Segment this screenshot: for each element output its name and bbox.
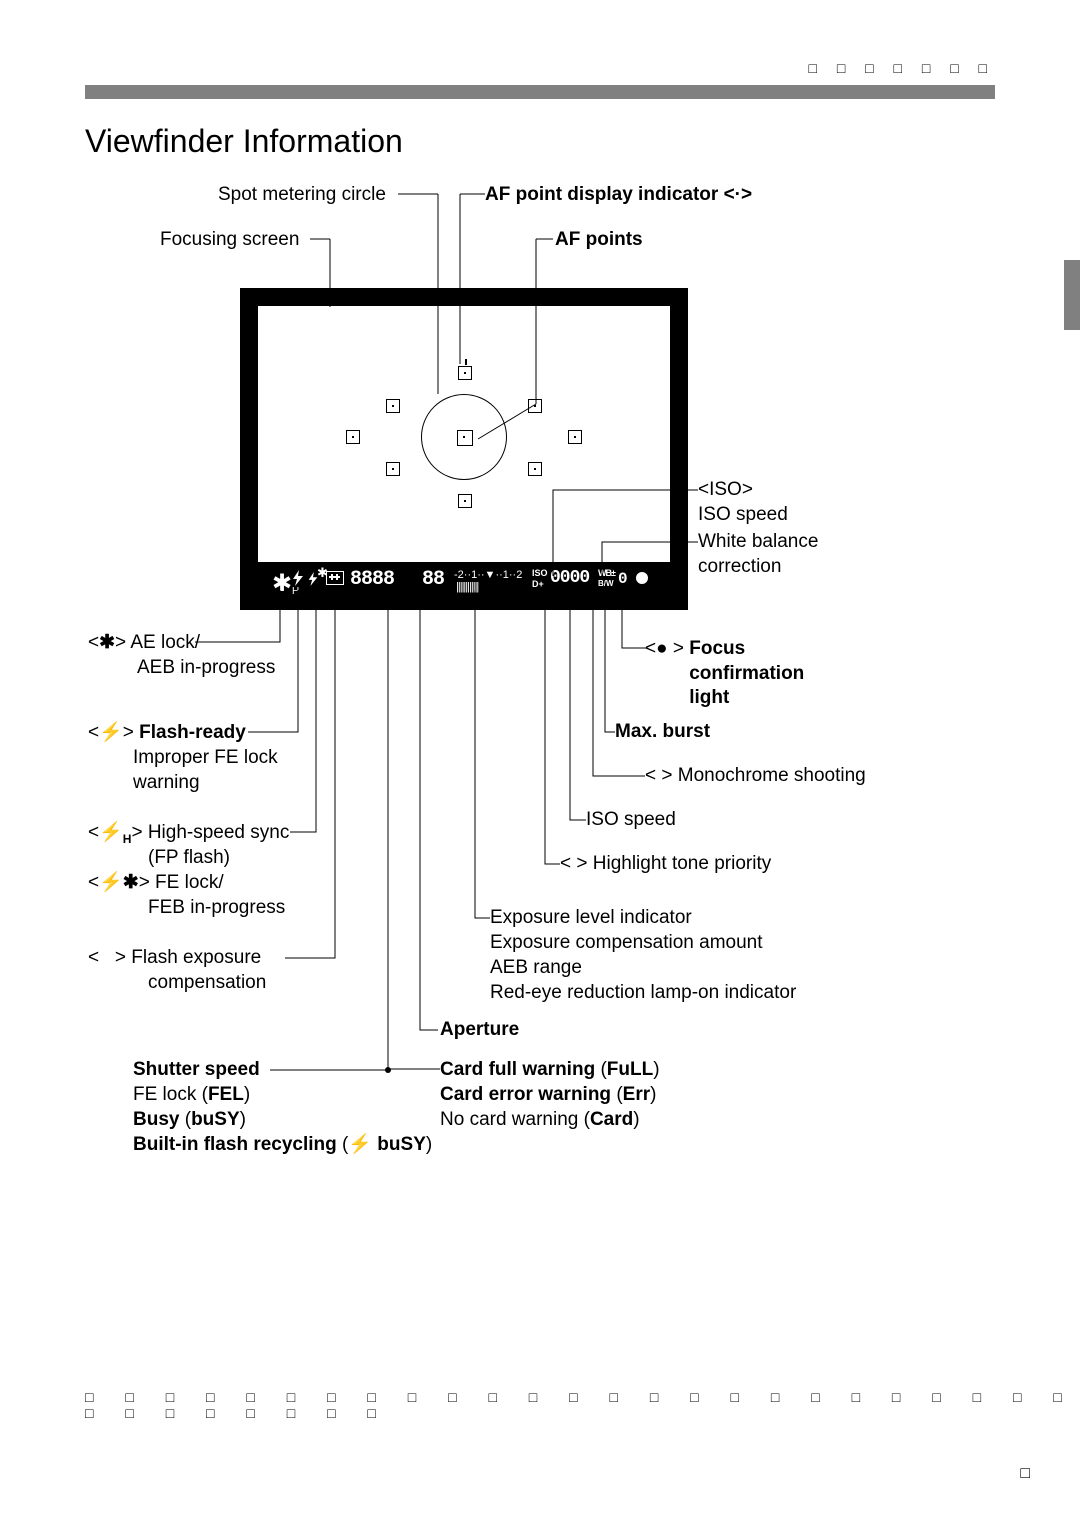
diagram: ✱ H ✱ 8888 88 -2··1··▼··1··2 |||||||||||…: [0, 160, 1080, 1360]
lcd-exposure-scale: -2··1··▼··1··2: [454, 569, 522, 581]
label-flash-ec-sub: compensation: [148, 971, 266, 996]
label-hs-sync: <⚡H> High-speed sync: [88, 821, 289, 847]
lcd-iso-label: ISO: [532, 568, 548, 578]
label-monochrome: < > Monochrome shooting: [645, 764, 866, 789]
label-aeb-range: AEB range: [490, 956, 582, 981]
label-flash-ready-sub: Improper FE lock warning: [133, 746, 278, 795]
label-highlight-tone: < > Highlight tone priority: [560, 852, 771, 877]
label-af-points: AF points: [555, 228, 643, 253]
af-point-center: [457, 430, 473, 446]
lcd-aperture: 88: [422, 568, 444, 591]
lcd-shutter: 8888: [350, 568, 394, 591]
footer-dots: □ □ □ □ □ □ □ □ □ □ □ □ □ □ □ □ □ □ □ □ …: [85, 1389, 1080, 1421]
page-number: □: [1020, 1465, 1030, 1483]
af-point-bl: [386, 462, 400, 476]
label-card-full: Card full warning (FuLL): [440, 1058, 660, 1083]
label-fe-lock-sub: FEB in-progress: [148, 896, 285, 921]
label-shutter-fel: FE lock (FEL): [133, 1083, 250, 1108]
label-shutter-busy: Busy (buSY): [133, 1108, 246, 1133]
label-wb-correction: White balance correction: [698, 530, 818, 579]
label-shutter-speed: Shutter speed: [133, 1058, 260, 1083]
label-spot-metering: Spot metering circle: [218, 183, 386, 208]
header-bar: [85, 85, 995, 99]
header-dots: □ □ □ □ □ □ □: [808, 60, 995, 76]
af-point-br: [528, 462, 542, 476]
label-iso-bracket: <ISO>: [698, 478, 753, 503]
label-redeye: Red-eye reduction lamp-on indicator: [490, 981, 796, 1006]
af-point-right: [568, 430, 582, 444]
label-aperture: Aperture: [440, 1018, 519, 1043]
label-ae-lock: <✱> AE lock/: [88, 631, 200, 656]
af-point-tl: [386, 399, 400, 413]
label-shutter-recycle: Built-in flash recycling (⚡ buSY): [133, 1133, 432, 1158]
label-focusing-screen: Focusing screen: [160, 228, 299, 253]
label-exposure-comp: Exposure compensation amount: [490, 931, 763, 956]
label-card-no: No card warning (Card): [440, 1108, 640, 1133]
af-point-bottom: [458, 494, 472, 508]
label-hs-sync-sub: (FP flash): [148, 846, 230, 871]
label-fe-lock: <⚡✱> FE lock/: [88, 871, 224, 896]
label-af-point-indicator: AF point display indicator <·>: [485, 183, 752, 208]
label-exposure-level: Exposure level indicator: [490, 906, 692, 931]
lcd-dplus: D+: [532, 579, 544, 589]
flash-exp-comp-icon: [326, 569, 344, 591]
page-title: Viewfinder Information: [85, 123, 403, 160]
label-card-err: Card error warning (Err): [440, 1083, 656, 1108]
label-iso-speed-top: ISO speed: [698, 503, 788, 528]
label-flash-ec: < > Flash exposure: [88, 946, 261, 971]
af-point-left: [346, 430, 360, 444]
label-flash-ready: <⚡> Flash-ready: [88, 721, 246, 746]
